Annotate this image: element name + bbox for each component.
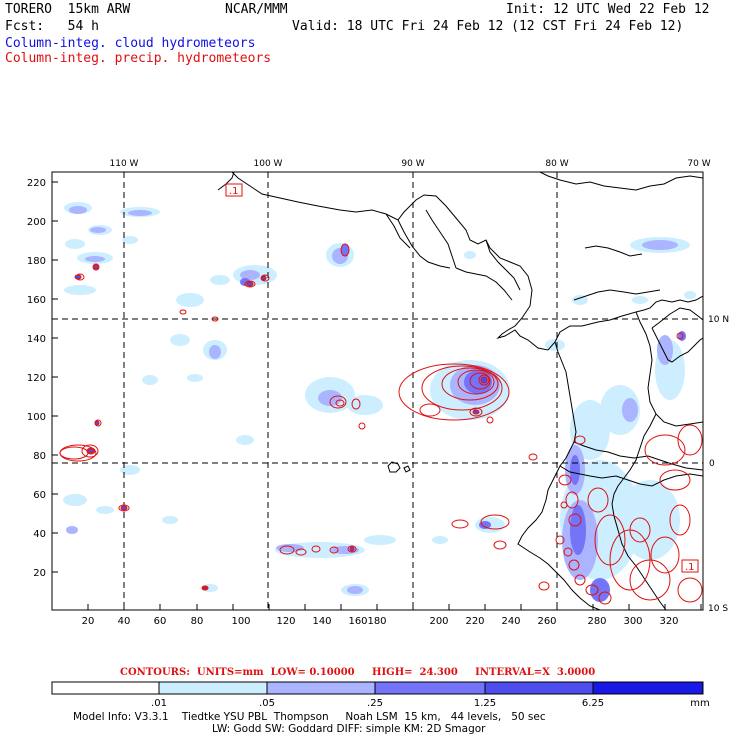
colorbar-label: .25: [367, 698, 383, 709]
lon-label: 110 W: [110, 159, 139, 169]
x-tick-label: 100: [231, 616, 250, 627]
field-precip-label: Column-integ. precip. hydrometeors: [5, 51, 272, 66]
contour-label-south: .1: [681, 559, 699, 573]
forecast-hour: Fcst: 54 h: [5, 19, 99, 34]
colorbar-labels: .01 .05 .25 1.25 6.25 mm: [151, 698, 710, 709]
colorbar: [51, 681, 704, 695]
valid-time: Valid: 18 UTC Fri 24 Feb 12 (12 CST Fri …: [292, 19, 684, 34]
y-tick-label: 140: [27, 334, 46, 345]
x-tick-label: 80: [191, 616, 204, 627]
model-info-line1: Model Info: V3.3.1 Tiedtke YSU PBL Thomp…: [73, 711, 546, 723]
x-tick-label: 240: [501, 616, 520, 627]
model-title: TORERO 15km ARW: [5, 2, 131, 17]
x-tick-label: 40: [118, 616, 131, 627]
x-tick-label: 280: [587, 616, 606, 627]
colorbar-bin: [374, 681, 486, 695]
colorbar-bin: [592, 681, 704, 695]
colorbar-unit: mm: [690, 698, 709, 709]
y-tick-label: 60: [33, 490, 46, 501]
colorbar-bin: [51, 681, 160, 695]
x-tick-label: 260: [537, 616, 556, 627]
x-tick-label: 160: [348, 616, 367, 627]
lon-labels: 110 W 100 W 90 W 80 W 70 W: [110, 159, 711, 169]
lon-label: 90 W: [401, 159, 424, 169]
colorbar-label: .05: [259, 698, 275, 709]
colorbar-bin: [484, 681, 594, 695]
x-tick-label: 220: [465, 616, 484, 627]
lat-label: 10 N: [708, 315, 729, 325]
colorbar-label: .01: [151, 698, 167, 709]
field-cloud-label: Column-integ. cloud hydrometeors: [5, 36, 256, 51]
y-tick-label: 200: [27, 217, 46, 228]
y-tick-label: 100: [27, 412, 46, 423]
contour-info: CONTOURS: UNITS=mm LOW= 0.10000 HIGH= 24…: [120, 667, 596, 678]
center-label: NCAR/MMM: [225, 2, 288, 17]
y-tick-labels: 20 40 60 80 100 120 140 160 180 200 220: [27, 178, 46, 579]
lon-label: 70 W: [687, 159, 710, 169]
init-time: Init: 12 UTC Wed 22 Feb 12: [506, 2, 710, 17]
colorbar-bin: [158, 681, 268, 695]
x-tick-label: 60: [154, 616, 167, 627]
y-tick-label: 80: [33, 451, 46, 462]
y-tick-label: 40: [33, 529, 46, 540]
y-tick-label: 120: [27, 373, 46, 384]
x-tick-label: 140: [312, 616, 331, 627]
contour-label-north-text: .1: [229, 186, 239, 197]
x-tick-label: 180: [367, 616, 386, 627]
colorbar-label: 6.25: [582, 698, 604, 709]
x-tick-label: 120: [276, 616, 295, 627]
lon-label: 80 W: [545, 159, 568, 169]
colorbar-bin: [266, 681, 376, 695]
lat-label: 0: [709, 459, 715, 469]
tick-marks: [52, 181, 702, 610]
x-tick-label: 200: [429, 616, 448, 627]
precip-cores: [74, 264, 488, 590]
x-tick-labels: 20 40 60 80 100 120 140 160 180 200 220 …: [82, 616, 679, 627]
contour-label-north: .1: [225, 183, 243, 197]
map-panel: .1 .1: [52, 172, 703, 610]
x-tick-label: 320: [659, 616, 678, 627]
y-tick-label: 160: [27, 295, 46, 306]
lat-label: 10 S: [708, 604, 728, 614]
y-tick-label: 20: [33, 568, 46, 579]
lat-labels: 10 N 0 10 S: [708, 315, 729, 614]
y-tick-label: 180: [27, 256, 46, 267]
contour-label-south-text: .1: [685, 562, 695, 573]
y-tick-label: 220: [27, 178, 46, 189]
model-info-line2: LW: Godd SW: Goddard DIFF: simple KM: 2D…: [212, 723, 486, 735]
colorbar-label: 1.25: [474, 698, 496, 709]
x-tick-label: 300: [623, 616, 642, 627]
x-tick-label: 20: [82, 616, 95, 627]
cloud-shading-light: [63, 202, 696, 596]
lon-label: 100 W: [254, 159, 283, 169]
coastlines: [217, 172, 703, 610]
